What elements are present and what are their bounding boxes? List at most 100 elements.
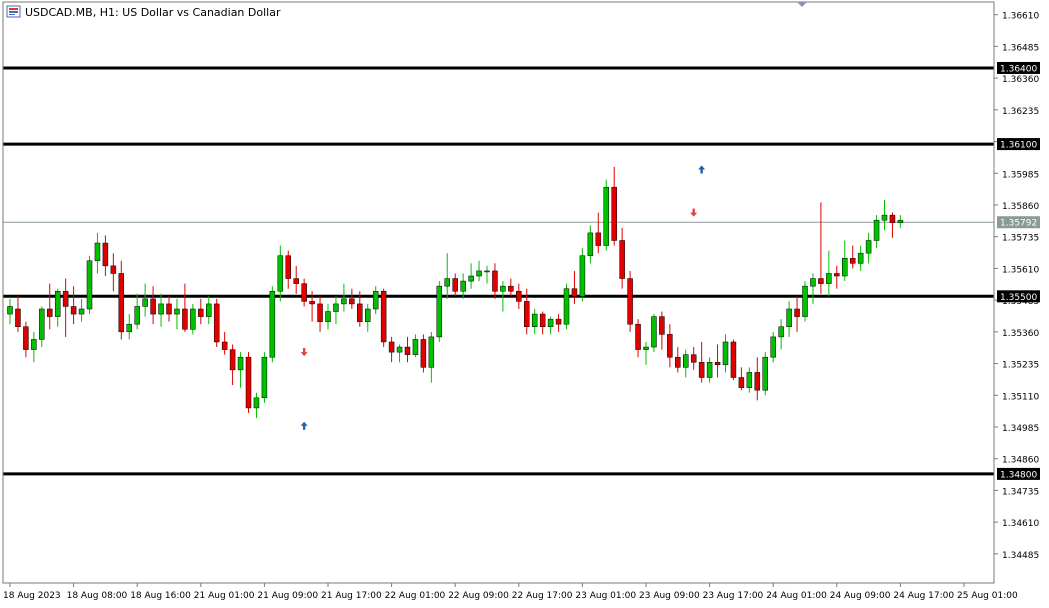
candle[interactable] (31, 331, 37, 363)
candle[interactable] (500, 281, 506, 312)
candle[interactable] (253, 392, 260, 419)
candle[interactable] (508, 278, 514, 297)
candle[interactable] (818, 202, 824, 294)
candle[interactable] (857, 245, 864, 271)
candle[interactable] (206, 296, 212, 325)
chart-type-icon[interactable] (6, 5, 21, 18)
candle[interactable] (794, 296, 800, 332)
candle[interactable] (428, 331, 435, 383)
candle[interactable] (94, 232, 101, 274)
candle[interactable] (7, 298, 13, 325)
candle[interactable] (770, 331, 776, 363)
candle[interactable] (229, 344, 236, 386)
candle[interactable] (404, 336, 411, 363)
candle[interactable] (213, 298, 220, 348)
candle[interactable] (563, 283, 570, 330)
candle[interactable] (396, 344, 403, 363)
candle[interactable] (786, 301, 792, 337)
candle[interactable] (70, 286, 77, 325)
candle[interactable] (388, 336, 395, 363)
candle[interactable] (301, 278, 307, 307)
candle[interactable] (293, 265, 299, 294)
candle[interactable] (245, 352, 252, 414)
candle[interactable] (849, 245, 856, 269)
candle[interactable] (802, 281, 808, 322)
candle[interactable] (531, 308, 538, 335)
candle[interactable] (643, 341, 649, 365)
candle[interactable] (365, 303, 371, 332)
candle[interactable] (380, 288, 387, 348)
candle[interactable] (762, 352, 768, 396)
candle[interactable] (698, 341, 705, 383)
candle[interactable] (118, 260, 125, 340)
candle[interactable] (317, 296, 323, 332)
candle[interactable] (333, 296, 339, 325)
candle[interactable] (659, 311, 665, 350)
sell-arrow-icon[interactable] (300, 348, 308, 357)
candle[interactable] (47, 283, 53, 330)
candle[interactable] (524, 288, 530, 335)
buy-arrow-icon[interactable] (698, 165, 706, 174)
candle[interactable] (873, 215, 880, 249)
candle[interactable] (158, 293, 164, 327)
candle[interactable] (683, 349, 689, 378)
candle[interactable] (595, 212, 602, 254)
candle[interactable] (714, 344, 721, 378)
candle[interactable] (539, 311, 546, 335)
candle[interactable] (547, 316, 554, 335)
candle[interactable] (889, 212, 896, 238)
candle[interactable] (842, 240, 848, 282)
candle[interactable] (277, 245, 284, 302)
candle[interactable] (86, 255, 93, 315)
candle[interactable] (834, 265, 840, 289)
candle[interactable] (651, 314, 657, 353)
candle[interactable] (62, 278, 69, 337)
candle[interactable] (897, 215, 904, 228)
candle[interactable] (754, 357, 761, 401)
candle[interactable] (261, 352, 268, 403)
candle[interactable] (78, 298, 85, 322)
candle[interactable] (102, 235, 109, 277)
candle[interactable] (325, 303, 331, 330)
candle[interactable] (357, 291, 363, 327)
candle[interactable] (706, 357, 713, 383)
candle[interactable] (460, 273, 466, 299)
candle[interactable] (730, 339, 737, 381)
candle[interactable] (603, 179, 609, 251)
candle[interactable] (579, 248, 586, 302)
candle[interactable] (341, 283, 347, 312)
candle[interactable] (39, 306, 45, 348)
candle[interactable] (198, 298, 204, 325)
candle[interactable] (468, 263, 474, 289)
candle[interactable] (150, 286, 156, 325)
candle[interactable] (285, 250, 291, 289)
candle[interactable] (23, 321, 29, 358)
candle[interactable] (627, 270, 633, 332)
candle[interactable] (778, 319, 784, 350)
buy-arrow-icon[interactable] (300, 421, 308, 430)
candle[interactable] (667, 324, 673, 368)
candle[interactable] (738, 367, 745, 391)
candle[interactable] (516, 283, 522, 309)
candle[interactable] (826, 250, 832, 297)
candle[interactable] (412, 334, 419, 358)
candle[interactable] (349, 288, 355, 309)
candle[interactable] (635, 319, 641, 358)
candle[interactable] (881, 199, 888, 231)
candle[interactable] (484, 265, 490, 284)
candle[interactable] (690, 347, 697, 370)
candle[interactable] (190, 303, 196, 335)
price-axis[interactable]: 1.366101.364851.363601.362351.361101.359… (994, 12, 1040, 561)
candle[interactable] (436, 281, 443, 342)
candle[interactable] (309, 291, 315, 322)
candle[interactable] (555, 314, 562, 332)
chart-shift-marker-icon[interactable] (797, 2, 807, 7)
candle[interactable] (675, 347, 681, 373)
candle[interactable] (134, 293, 140, 330)
candle[interactable] (221, 331, 228, 355)
candle[interactable] (587, 225, 594, 264)
candle[interactable] (476, 260, 482, 282)
candle[interactable] (142, 283, 148, 317)
